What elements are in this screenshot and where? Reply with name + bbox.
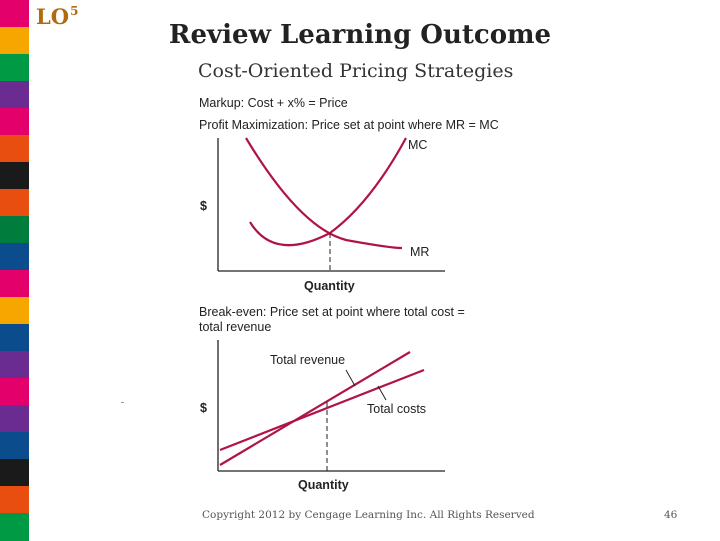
total-revenue-line — [219, 351, 411, 466]
lo-number: 5 — [70, 4, 79, 18]
color-stripe — [0, 135, 29, 163]
mr-label: MR — [410, 245, 429, 259]
color-stripe — [0, 81, 29, 109]
color-stripe — [0, 243, 29, 271]
bottom-x-label: Quantity — [298, 478, 349, 492]
total-costs-line — [219, 368, 425, 452]
markup-text: Markup: Cost + x% = Price — [199, 96, 348, 110]
color-stripe — [0, 108, 29, 136]
lo-text: LO — [36, 4, 70, 29]
decorative-stripe-bar — [0, 0, 29, 541]
color-stripe — [0, 513, 29, 541]
pricing-diagram: Markup: Cost + x% = Price Profit Maximiz… — [199, 96, 499, 492]
mr-curve — [245, 137, 403, 250]
page-number: 46 — [664, 509, 678, 521]
top-x-label: Quantity — [304, 279, 355, 293]
total-revenue-pointer — [345, 369, 356, 387]
color-stripe — [0, 189, 29, 217]
slide-title-text: Review Learning Outcome — [168, 20, 552, 50]
slide-subtitle: Cost-Oriented Pricing Strategies — [198, 60, 514, 82]
color-stripe — [0, 54, 29, 82]
total-costs-pointer — [377, 385, 387, 401]
breakeven-text-line2: total revenue — [199, 320, 271, 334]
color-stripe — [0, 297, 29, 325]
color-stripe — [0, 324, 29, 352]
color-stripe — [0, 459, 29, 487]
mc-curve — [249, 137, 407, 247]
color-stripe — [0, 432, 29, 460]
color-stripe — [0, 0, 29, 28]
learning-outcome-label: LO5 — [36, 4, 78, 29]
mc-label: MC — [408, 138, 427, 152]
bottom-y-label: $ — [200, 401, 207, 415]
stray-mark — [121, 402, 124, 403]
color-stripe — [0, 378, 29, 406]
slide-title: Review Learning Outcome — [0, 20, 720, 50]
color-stripe — [0, 351, 29, 379]
color-stripe — [0, 405, 29, 433]
color-stripe — [0, 486, 29, 514]
breakeven-text-line1: Break-even: Price set at point where tot… — [199, 305, 465, 319]
color-stripe — [0, 216, 29, 244]
color-stripe — [0, 27, 29, 55]
top-y-label: $ — [200, 199, 207, 213]
total-costs-label: Total costs — [367, 402, 426, 416]
color-stripe — [0, 162, 29, 190]
color-stripe — [0, 270, 29, 298]
total-revenue-label: Total revenue — [270, 353, 345, 367]
copyright-footer: Copyright 2012 by Cengage Learning Inc. … — [202, 509, 535, 521]
profit-max-text: Profit Maximization: Price set at point … — [199, 118, 499, 132]
pricing-figure: Markup: Cost + x% = Price Profit Maximiz… — [190, 90, 550, 500]
